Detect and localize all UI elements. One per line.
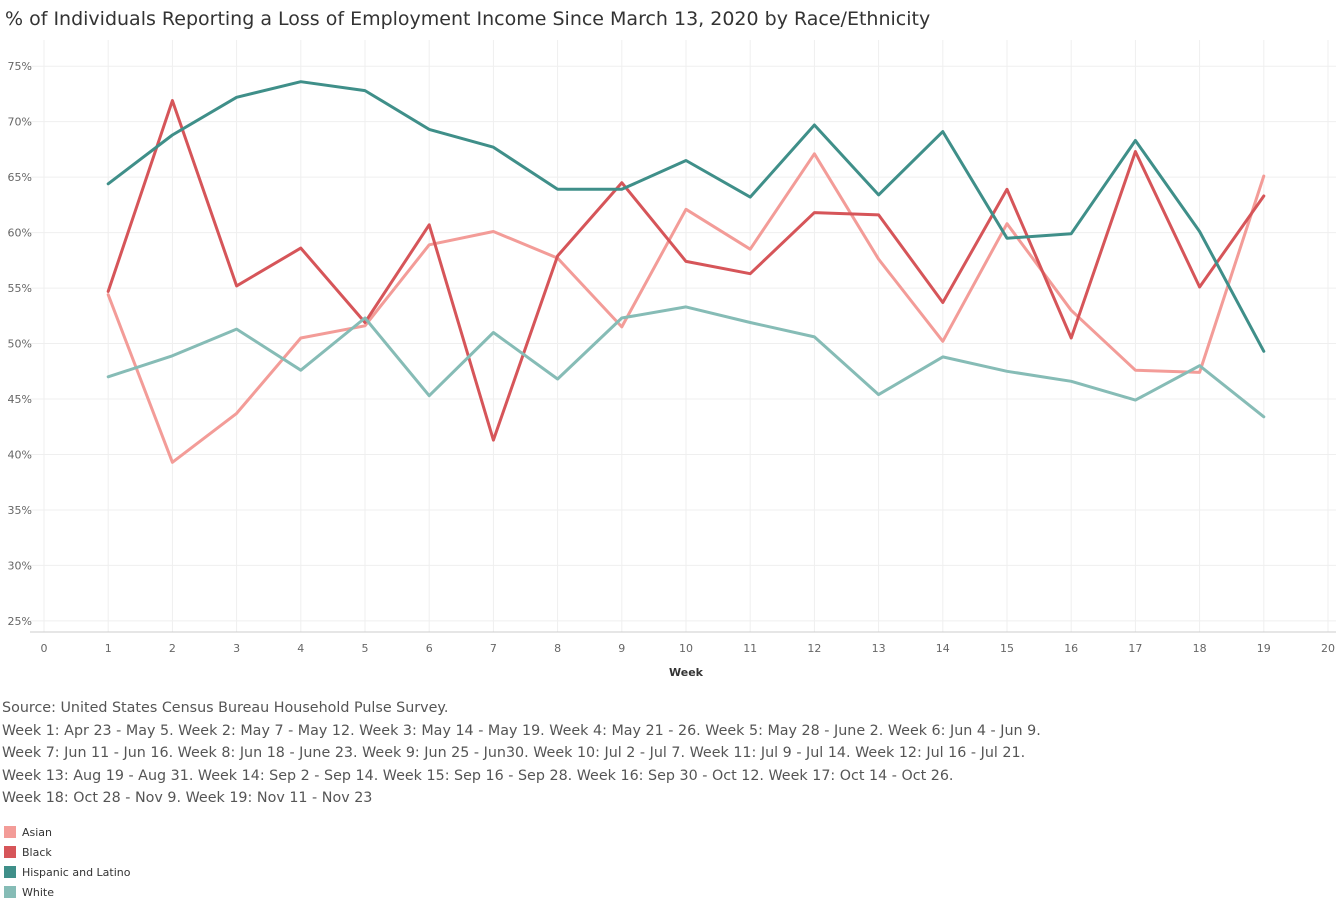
x-tick-label: 19 (1257, 642, 1271, 655)
legend-label: Asian (22, 825, 53, 839)
x-tick-label: 10 (679, 642, 693, 655)
source-line: Week 1: Apr 23 - May 5. Week 2: May 7 - … (2, 722, 1041, 739)
legend-item-black[interactable]: Black (4, 842, 131, 862)
x-tick-label: 12 (807, 642, 821, 655)
x-tick-label: 4 (297, 642, 304, 655)
legend-swatch (4, 846, 16, 858)
x-tick-label: 16 (1064, 642, 1078, 655)
x-tick-label: 7 (490, 642, 497, 655)
x-tick-label: 14 (936, 642, 950, 655)
y-tick-label: 60% (8, 227, 32, 240)
x-tick-label: 3 (233, 642, 240, 655)
y-tick-label: 25% (8, 615, 32, 628)
y-tick-label: 70% (8, 116, 32, 129)
y-tick-label: 30% (8, 559, 32, 572)
y-axis-ticks: 25% 30% 35% 40% 45% 50% 55% 60% 65% 70% 75% (8, 60, 32, 628)
legend-swatch (4, 886, 16, 898)
legend-label: White (22, 885, 54, 899)
legend-item-white[interactable]: White (4, 882, 131, 902)
legend: Asian Black Hispanic and Latino White (4, 822, 131, 902)
x-tick-label: 5 (362, 642, 369, 655)
y-tick-label: 40% (8, 448, 32, 461)
legend-swatch (4, 866, 16, 878)
x-tick-label: 11 (743, 642, 757, 655)
series-line-black[interactable] (106, 99, 1266, 442)
series-lines[interactable] (106, 80, 1266, 464)
source-line: Week 13: Aug 19 - Aug 31. Week 14: Sep 2… (2, 767, 954, 784)
series-line-asian[interactable] (106, 152, 1266, 464)
chart-title: % of Individuals Reporting a Loss of Emp… (5, 8, 931, 30)
legend-label: Black (22, 845, 52, 859)
x-tick-label: 9 (618, 642, 625, 655)
x-tick-label: 18 (1193, 642, 1207, 655)
source-note: Source: United States Census Bureau Hous… (2, 697, 1041, 810)
grid-lines (30, 40, 1336, 633)
x-tick-label: 15 (1000, 642, 1014, 655)
y-tick-label: 65% (8, 171, 32, 184)
x-axis-label: Week (669, 666, 704, 679)
x-tick-label: 17 (1128, 642, 1142, 655)
y-tick-label: 75% (8, 60, 32, 73)
x-tick-label: 8 (554, 642, 561, 655)
source-line: Source: United States Census Bureau Hous… (2, 700, 449, 716)
y-tick-label: 50% (8, 338, 32, 351)
legend-label: Hispanic and Latino (22, 865, 131, 879)
legend-swatch (4, 826, 16, 838)
y-tick-label: 35% (8, 504, 32, 517)
y-tick-label: 45% (8, 393, 32, 406)
series-line-hispanic-and-latino[interactable] (106, 80, 1266, 353)
y-tick-label: 55% (8, 282, 32, 295)
source-line: Week 7: Jun 11 - Jun 16. Week 8: Jun 18 … (2, 745, 1026, 761)
x-tick-label: 0 (41, 642, 48, 655)
legend-item-asian[interactable]: Asian (4, 822, 131, 842)
series-line-white[interactable] (106, 305, 1266, 419)
legend-item-hispanic-and-latino[interactable]: Hispanic and Latino (4, 862, 131, 882)
x-axis-ticks: 0 1 2 3 4 5 6 7 8 9 10 11 12 13 14 15 16 17 18 19 20 (41, 642, 1336, 655)
x-tick-label: 6 (426, 642, 433, 655)
source-line: Week 18: Oct 28 - Nov 9. Week 19: Nov 11… (2, 790, 373, 806)
x-tick-label: 1 (105, 642, 112, 655)
x-tick-label: 2 (169, 642, 176, 655)
x-tick-label: 13 (872, 642, 886, 655)
x-tick-label: 20 (1321, 642, 1335, 655)
